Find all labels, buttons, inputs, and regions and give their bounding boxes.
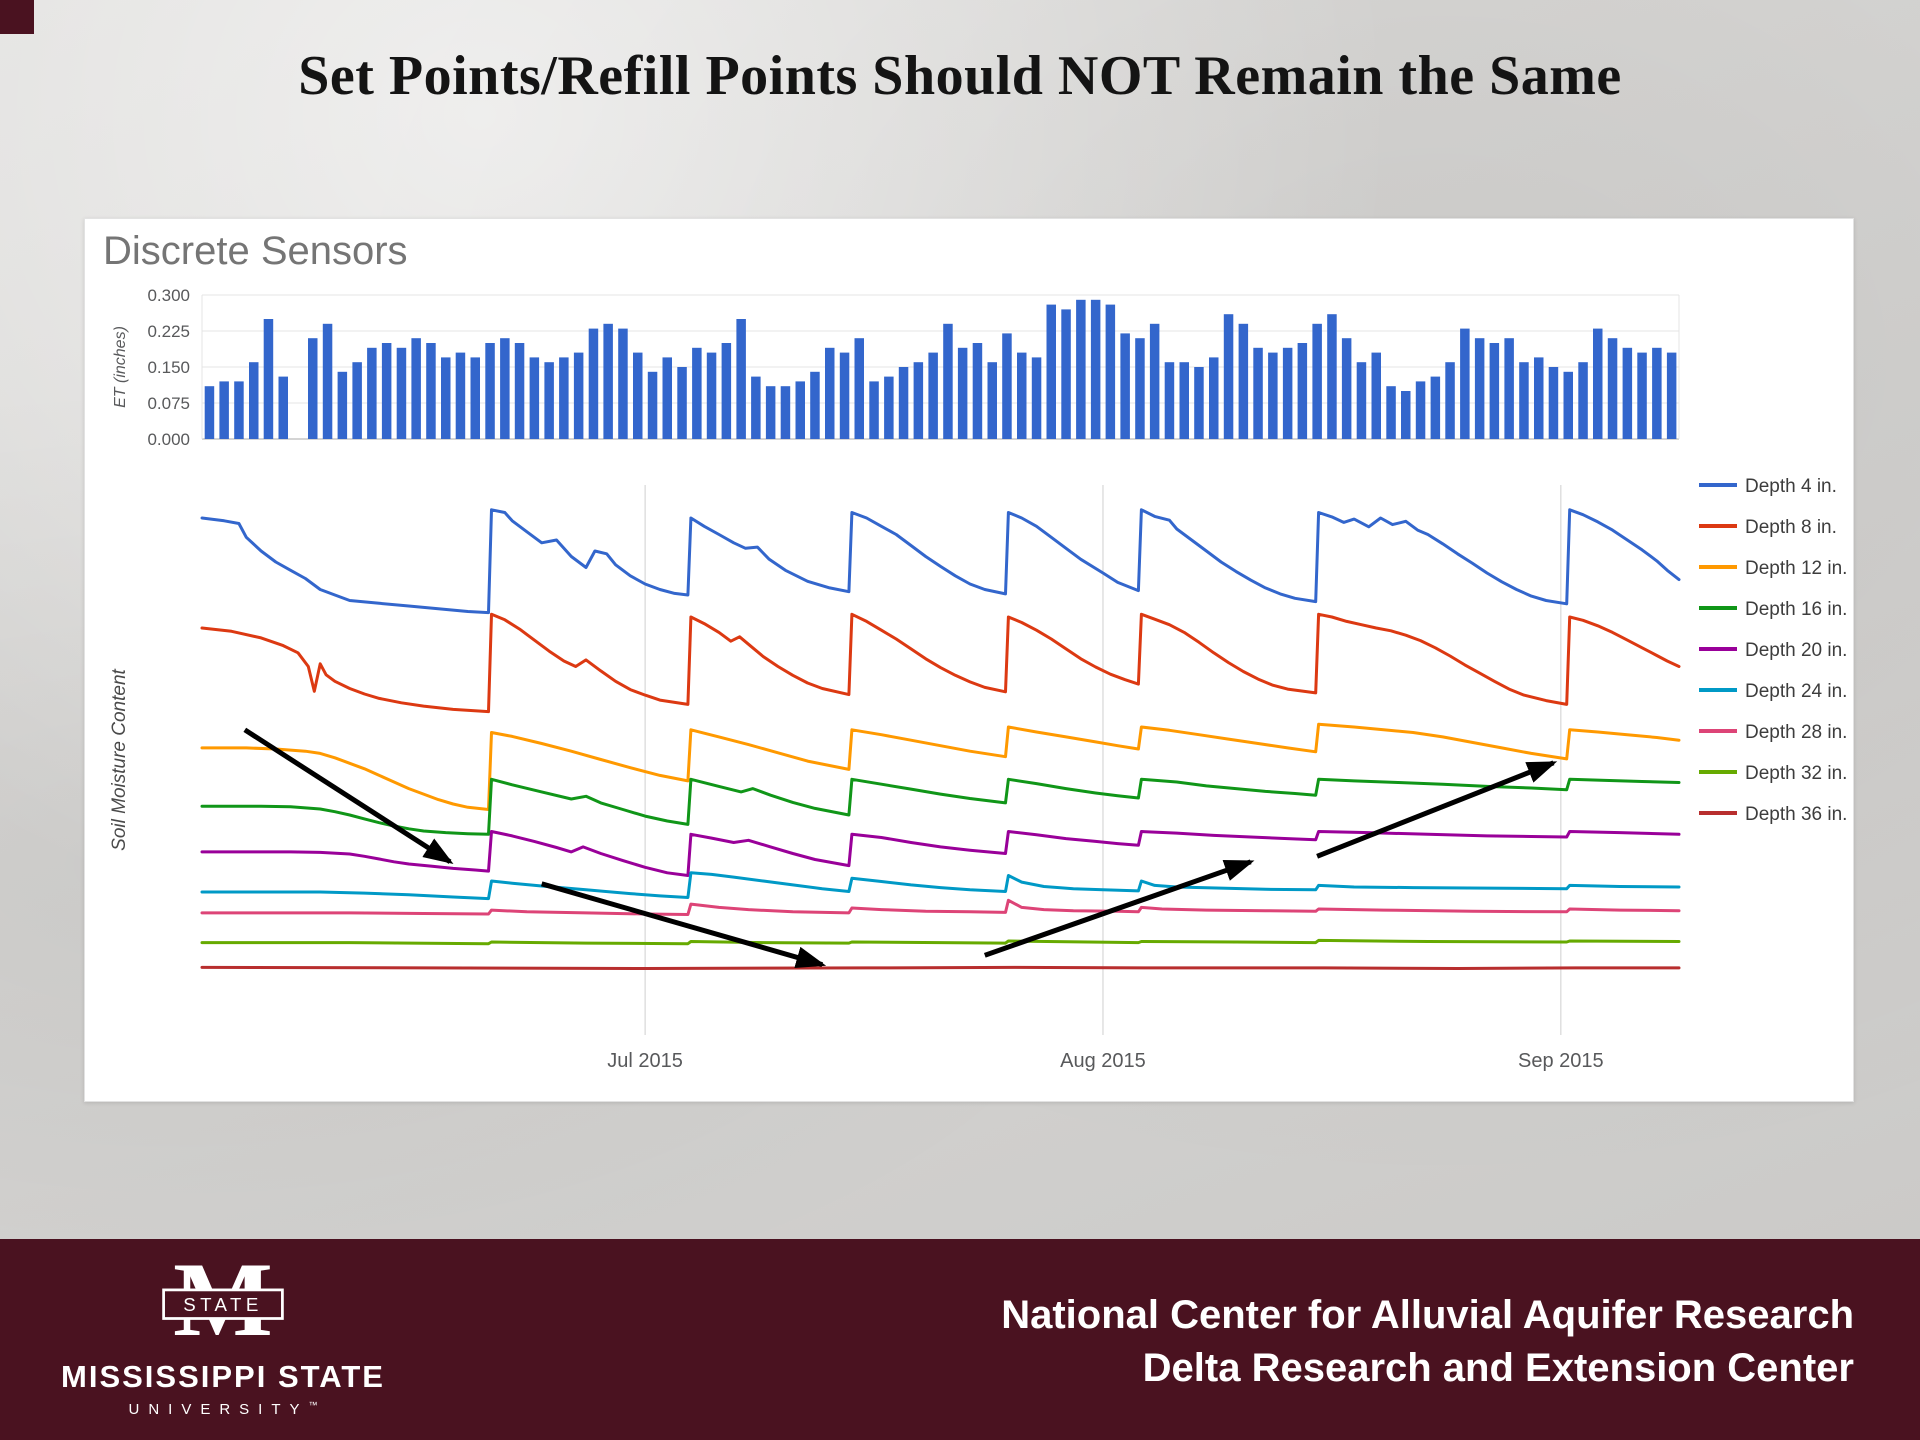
legend: Depth 4 in. Depth 8 in. Depth 12 in. Depth … <box>1699 476 1847 825</box>
svg-text:Aug 2015: Aug 2015 <box>1060 1050 1146 1072</box>
soil-moisture-chart: Jul 2015 Aug 2015 Sep 2015 Soil Moisture Co… <box>109 485 1681 1072</box>
annotation-arrows <box>243 727 1558 968</box>
svg-text:Depth 12 in.: Depth 12 in. <box>1745 558 1847 579</box>
svg-text:0.300: 0.300 <box>147 286 190 305</box>
svg-text:Depth 16 in.: Depth 16 in. <box>1745 599 1847 620</box>
svg-text:Depth 4 in.: Depth 4 in. <box>1745 476 1837 497</box>
slide-title: Set Points/Refill Points Should NOT Rema… <box>298 45 1622 107</box>
svg-text:Depth 8 in.: Depth 8 in. <box>1745 517 1837 538</box>
series-depth-36-in <box>200 965 1681 970</box>
series-depth-8-in <box>200 612 1681 714</box>
footer-line-1: National Center for Alluvial Aquifer Res… <box>1001 1293 1854 1337</box>
svg-text:0.075: 0.075 <box>147 394 190 413</box>
msu-wordmark: MISSISSIPPI STATE <box>61 1359 385 1394</box>
series-depth-12-in <box>200 722 1681 811</box>
svg-text:0.000: 0.000 <box>147 430 190 449</box>
chart-title: Discrete Sensors <box>103 229 408 273</box>
svg-text:Soil Moisture Content: Soil Moisture Content <box>109 668 130 850</box>
series-depth-28-in <box>200 898 1681 916</box>
svg-text:Sep 2015: Sep 2015 <box>1518 1050 1604 1072</box>
et-bar-chart: 0.000 0.075 0.150 0.225 0.300 ET (inches) <box>112 286 1680 449</box>
svg-text:Depth 24 in.: Depth 24 in. <box>1745 681 1847 702</box>
series-depth-4-in <box>200 508 1681 615</box>
msu-university-text: UNIVERSITY <box>128 1401 309 1418</box>
svg-text:Depth 32 in.: Depth 32 in. <box>1745 763 1847 784</box>
svg-text:Depth 36 in.: Depth 36 in. <box>1745 804 1847 825</box>
msu-logo: M STATE MISSISSIPPI STATE UNIVERSITY™ <box>58 1247 388 1418</box>
footer-text: National Center for Alluvial Aquifer Res… <box>1001 1289 1854 1395</box>
footer-bar: M STATE MISSISSIPPI STATE UNIVERSITY™ Na… <box>0 1239 1920 1440</box>
series-depth-32-in <box>200 938 1681 946</box>
series-depth-20-in <box>200 830 1681 877</box>
svg-text:Jul 2015: Jul 2015 <box>607 1050 683 1072</box>
svg-text:ET (inches): ET (inches) <box>112 326 129 408</box>
svg-text:STATE: STATE <box>183 1294 262 1315</box>
svg-text:0.150: 0.150 <box>147 358 190 377</box>
svg-text:Depth 28 in.: Depth 28 in. <box>1745 722 1847 743</box>
svg-text:Depth 20 in.: Depth 20 in. <box>1745 640 1847 661</box>
series-depth-24-in <box>200 871 1681 901</box>
svg-text:0.225: 0.225 <box>147 322 190 341</box>
trademark-symbol: ™ <box>308 1400 318 1410</box>
msu-university-line: UNIVERSITY™ <box>58 1400 388 1418</box>
msu-m-icon: M STATE <box>162 1247 284 1357</box>
series-depth-16-in <box>200 777 1681 836</box>
sensors-chart: 0.000 0.075 0.150 0.225 0.300 ET (inches) Jul … <box>109 286 1847 1072</box>
corner-accent <box>0 0 34 34</box>
footer-line-2: Delta Research and Extension Center <box>1142 1345 1854 1390</box>
chart-panel: 0.000 0.075 0.150 0.225 0.300 ET (inches) Jul … <box>84 218 1854 1102</box>
et-bars <box>204 299 1677 439</box>
